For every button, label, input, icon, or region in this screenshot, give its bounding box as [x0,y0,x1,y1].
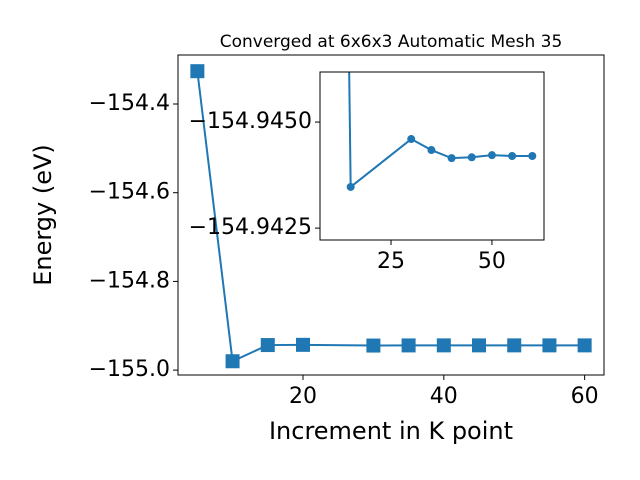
data-marker [508,152,517,160]
data-marker [577,338,592,353]
data-marker [487,151,496,160]
y-axis-label: Energy (eV) [29,144,57,286]
data-marker [401,338,416,353]
data-marker [467,153,476,162]
plot-area [346,72,537,191]
chart-title: Converged at 6x6x3 Automatic Mesh 35 [220,32,563,52]
data-marker [528,152,537,160]
x-tick-label: 60 [571,384,599,409]
data-marker [407,135,416,144]
x-tick-label: 50 [478,249,506,274]
y-tick-label: −154.9425 [189,215,312,240]
axes-frame [177,54,605,376]
data-marker [190,64,205,79]
y-tick-label: −154.9450 [189,109,312,134]
x-tick-label: 25 [377,249,405,274]
data-marker [472,338,487,353]
data-marker [447,154,456,163]
y-tick-label: −154.8 [89,268,170,293]
x-axis-label: Increment in K point [269,417,513,445]
x-tick-label: 40 [430,384,458,409]
data-marker [366,338,381,353]
data-marker [295,337,310,352]
axes-frame [319,71,545,241]
y-tick-label: −155.0 [89,357,170,382]
y-tick-label: −154.6 [89,180,170,205]
data-marker [225,354,240,369]
data-marker [507,338,522,353]
data-marker [427,146,436,155]
data-marker [260,338,275,353]
data-marker [436,338,451,353]
data-marker [346,182,355,191]
x-tick-label: 20 [289,384,317,409]
y-tick-label: −154.4 [89,91,170,116]
data-marker [542,338,557,353]
plot-area [190,64,592,369]
